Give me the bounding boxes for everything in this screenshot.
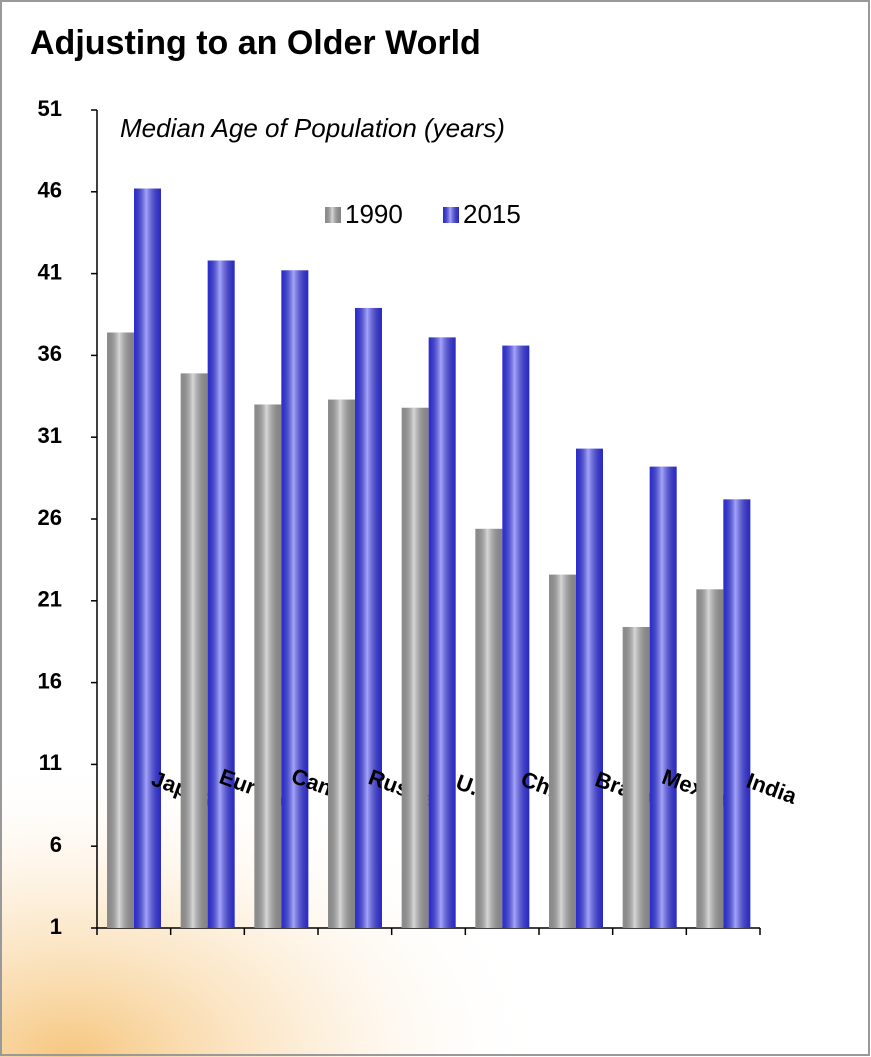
bar-shine [428, 337, 456, 928]
bar-shine [328, 399, 355, 928]
y-tick-label: 41 [38, 259, 62, 284]
bar-shine [355, 307, 382, 928]
bar-shine [107, 332, 134, 929]
legend-label: 1990 [345, 199, 403, 229]
chart-title: Adjusting to an Older World [30, 24, 481, 62]
y-tick-label: 11 [39, 750, 62, 775]
y-tick-label: 16 [38, 668, 62, 693]
bar-shine [576, 448, 603, 928]
legend-label: 2015 [463, 199, 521, 229]
y-tick-label: 31 [38, 423, 62, 448]
y-tick-label: 6 [50, 832, 62, 857]
y-tick-label: 1 [50, 914, 62, 939]
bar-shine [696, 589, 724, 928]
bar-shine [475, 528, 503, 928]
bar-shine [254, 404, 282, 929]
bar-shine [622, 626, 650, 928]
y-tick-label: 36 [38, 341, 62, 366]
bar-shine [207, 260, 235, 929]
bar-shine [180, 373, 208, 928]
y-tick-label: 21 [38, 587, 62, 612]
legend-swatch-shine [325, 207, 341, 223]
bar-shine [549, 574, 576, 928]
bar-shine [401, 407, 429, 928]
chart-subtitle: Median Age of Population (years) [120, 113, 505, 143]
bar-shine [723, 499, 751, 928]
y-tick-label: 26 [38, 505, 62, 530]
y-tick-label: 46 [38, 178, 62, 203]
bar-shine [134, 188, 161, 928]
legend-swatch-shine [443, 207, 459, 223]
bar-shine [502, 345, 530, 929]
y-tick-label: 51 [38, 96, 62, 121]
bar-shine [281, 270, 309, 928]
bar-shine [649, 466, 677, 928]
